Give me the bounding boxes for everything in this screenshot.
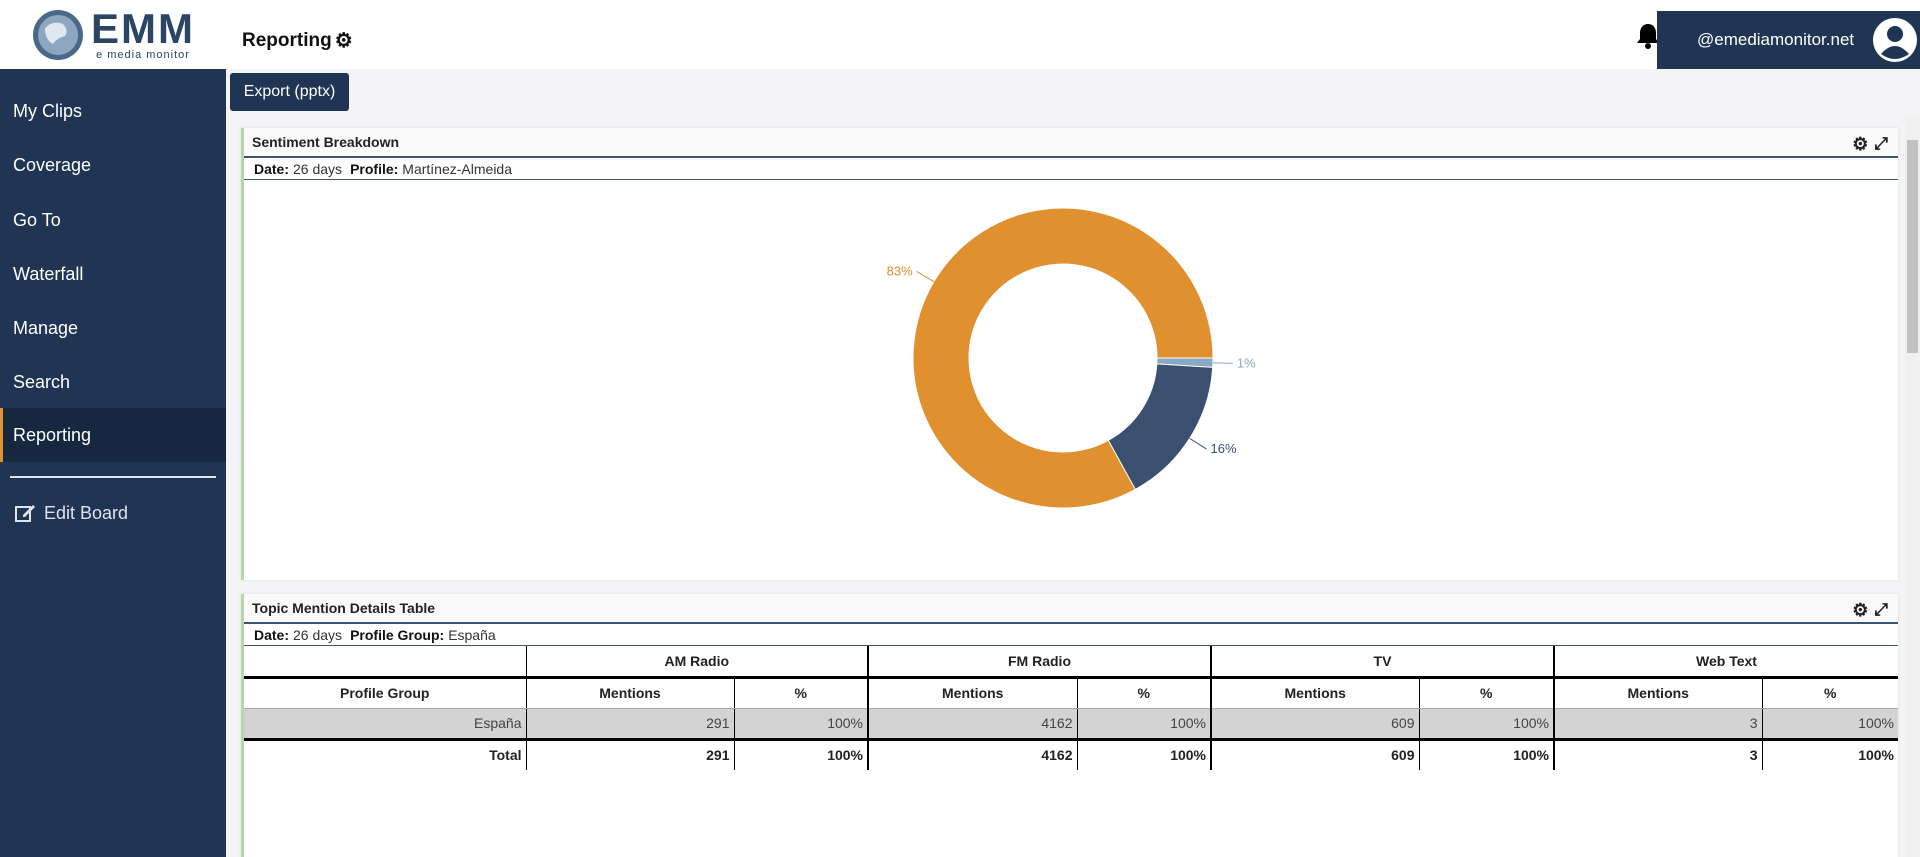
gear-icon[interactable]: ⚙ [1852, 134, 1869, 154]
logo-text: EMM [91, 4, 195, 52]
expand-icon[interactable]: ⤢ [1874, 134, 1888, 153]
row-name: España [244, 708, 526, 741]
sidebar-item-coverage[interactable]: Coverage [13, 154, 92, 175]
label-line [1212, 362, 1233, 364]
row-name: Total [489, 747, 522, 764]
group-header: AM Radio [525, 646, 868, 679]
page-title: Reporting ⚙ [242, 28, 353, 53]
widget-filters: Date: 26 days Profile: Martínez-Almeida [244, 158, 1898, 180]
globe-icon [33, 9, 83, 60]
data-label-neutral: 83% [887, 263, 913, 278]
group-header: TV [1210, 646, 1554, 679]
date-label: Date: [254, 626, 290, 643]
sidebar-item-manage[interactable]: Manage [13, 317, 79, 338]
cell: 100% [1418, 739, 1554, 770]
widget-filters: Date: 26 days Profile Group: España [244, 624, 1898, 646]
topic-mention-table: AM Radio FM Radio TV Web Text Profile Gr… [244, 646, 1898, 770]
cell: 100% [1076, 708, 1211, 741]
cell: 4162 [867, 708, 1077, 741]
table-group-header: AM Radio FM Radio TV Web Text [244, 646, 1898, 679]
cell: 4162 [867, 739, 1077, 770]
cell: 100% [1076, 739, 1211, 770]
cell: 100% [1418, 708, 1554, 741]
label-line [1189, 437, 1207, 450]
column-header: % [1076, 677, 1211, 709]
sidebar: EMM e media monitor My Clips Coverage Go… [0, 0, 226, 857]
header: Reporting ⚙ @emediamonitor.net [226, 0, 1920, 69]
column-header: Mentions [525, 677, 734, 709]
date-value: 26 days [293, 160, 343, 177]
date-label: Date: [254, 160, 290, 177]
data-label-positive: 1% [1237, 355, 1256, 370]
group-value: España [448, 626, 496, 643]
widget-title: Sentiment Breakdown [252, 134, 400, 150]
sentiment-breakdown-widget: Sentiment Breakdown ⚙ ⤢ Date: 26 days Prof… [241, 128, 1898, 612]
cell: 291 [525, 739, 734, 770]
sidebar-item-go-to[interactable]: Go To [13, 209, 61, 230]
column-header: Mentions [1210, 677, 1419, 709]
user-menu[interactable]: @emediamonitor.net [1657, 11, 1920, 69]
label-line [916, 271, 935, 283]
edit-board-button[interactable]: Edit Board [14, 502, 128, 524]
cell: 100% [733, 739, 868, 770]
column-header: % [1761, 677, 1898, 709]
gear-icon[interactable]: ⚙ [1852, 600, 1869, 620]
column-header: Profile Group [244, 677, 526, 709]
bell-icon[interactable] [1635, 22, 1661, 50]
scrollbar[interactable] [1905, 116, 1920, 857]
empty-header [244, 646, 526, 679]
sidebar-item-reporting[interactable]: Reporting [0, 408, 226, 462]
cell: 291 [525, 708, 734, 741]
sentiment-donut-chart: 1%16%83%neutralnegativepositive [887, 207, 1256, 612]
cell: 100% [733, 708, 868, 741]
widget-title: Topic Mention Details Table [252, 600, 436, 616]
edit-board-label: Edit Board [44, 502, 129, 523]
sidebar-item-my-clips[interactable]: My Clips [13, 100, 83, 121]
group-label: Profile Group: [350, 626, 445, 643]
group-header: FM Radio [867, 646, 1211, 679]
page-title-text: Reporting [242, 29, 332, 51]
cell: 3 [1553, 739, 1762, 770]
table-column-header: Profile Group Mentions% Mentions% Mentio… [244, 677, 1898, 709]
cell: 100% [1761, 708, 1898, 741]
column-header: Mentions [867, 677, 1077, 709]
sidebar-divider [10, 476, 216, 478]
slice-neutral[interactable] [912, 207, 1214, 509]
export-pptx-button[interactable]: Export (pptx) [230, 73, 349, 111]
profile-value: Martínez-Almeida [402, 160, 512, 177]
edit-icon [15, 505, 35, 522]
expand-icon[interactable]: ⤢ [1874, 600, 1888, 619]
user-avatar-icon[interactable] [1872, 17, 1918, 63]
gear-icon[interactable]: ⚙ [334, 30, 353, 52]
column-header: % [733, 677, 868, 709]
cell: 609 [1210, 739, 1419, 770]
group-header: Web Text [1553, 646, 1898, 679]
sidebar-item-waterfall[interactable]: Waterfall [13, 263, 84, 284]
logo-tagline: e media monitor [96, 48, 190, 61]
cell: 609 [1210, 708, 1419, 741]
table-row: España 291 100% 4162 100% 609 100% 3 100% [244, 708, 1898, 741]
profile-label: Profile: [350, 160, 399, 177]
user-email: @emediamonitor.net [1697, 30, 1855, 49]
cell: 100% [1761, 739, 1898, 770]
data-label-negative: 16% [1211, 441, 1237, 456]
topic-mention-widget: Topic Mention Details Table ⚙ ⤢ Date: 26 d… [241, 594, 1898, 857]
scrollbar-thumb[interactable] [1907, 140, 1918, 353]
cell: 3 [1553, 708, 1762, 741]
date-value: 26 days [293, 626, 343, 643]
table-total-row: Total 291 100% 4162 100% 609 100% 3 100% [244, 739, 1898, 770]
sidebar-item-search[interactable]: Search [13, 371, 71, 392]
logo[interactable]: EMM e media monitor [0, 0, 226, 69]
column-header: Mentions [1553, 677, 1762, 709]
column-header: % [1418, 677, 1554, 709]
